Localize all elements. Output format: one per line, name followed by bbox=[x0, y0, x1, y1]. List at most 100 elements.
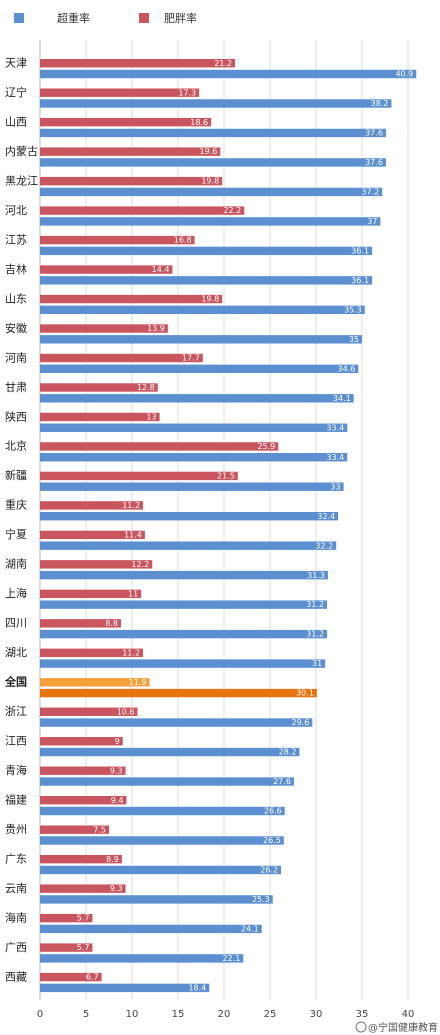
bar-overweight bbox=[40, 364, 359, 373]
bar-value-label: 11 bbox=[128, 589, 138, 598]
category-label: 全国 bbox=[4, 675, 27, 689]
legend-label-overweight: 超重率 bbox=[57, 11, 90, 25]
bar-value-label: 8.9 bbox=[106, 855, 119, 864]
bar-value-label: 26.5 bbox=[263, 836, 281, 845]
bar-value-label: 10.6 bbox=[117, 707, 135, 716]
legend-swatch-obesity bbox=[139, 13, 149, 23]
bar-value-label: 34.1 bbox=[333, 394, 351, 403]
watermark-logo-icon bbox=[355, 1021, 367, 1033]
bar-value-label: 37.6 bbox=[365, 158, 383, 167]
category-label: 上海 bbox=[5, 586, 27, 600]
bar-value-label: 7.5 bbox=[93, 825, 106, 834]
bar-overweight bbox=[40, 895, 273, 904]
bar-value-label: 18.6 bbox=[190, 118, 208, 127]
category-label: 湖北 bbox=[5, 646, 27, 659]
category-label: 山东 bbox=[5, 292, 27, 305]
bar-overweight bbox=[40, 954, 244, 963]
category-label: 广西 bbox=[5, 941, 27, 954]
bar-obesity bbox=[40, 147, 221, 156]
bar-value-label: 6.7 bbox=[86, 973, 99, 982]
legend-label-obesity: 肥胖率 bbox=[164, 11, 197, 25]
bar-obesity bbox=[40, 589, 142, 599]
category-label: 黑龙江 bbox=[5, 174, 38, 187]
bar-value-label: 18.4 bbox=[188, 983, 206, 992]
category-label: 重庆 bbox=[5, 498, 27, 512]
bar-value-label: 21.2 bbox=[214, 59, 232, 68]
bar-value-label: 8.8 bbox=[105, 619, 118, 628]
category-label: 广东 bbox=[5, 852, 27, 865]
bar-value-label: 11.4 bbox=[124, 530, 142, 539]
bar-overweight bbox=[40, 246, 373, 256]
bar-value-label: 19.8 bbox=[201, 295, 219, 304]
category-label: 云南 bbox=[5, 882, 27, 895]
category-label: 浙江 bbox=[5, 705, 27, 718]
bar-value-label: 11.2 bbox=[122, 648, 140, 657]
x-tick-label: 15 bbox=[172, 1009, 185, 1020]
bar-value-label: 13.9 bbox=[147, 324, 165, 333]
bar-value-label: 16.8 bbox=[174, 236, 192, 245]
bar-value-label: 26.2 bbox=[260, 866, 278, 875]
bar-obesity bbox=[40, 560, 153, 569]
bar-overweight bbox=[40, 482, 344, 491]
category-label: 陕西 bbox=[5, 409, 27, 423]
bar-overweight bbox=[40, 659, 326, 668]
category-label: 福建 bbox=[5, 793, 27, 807]
bar-overweight bbox=[40, 983, 210, 993]
bar-value-label: 31.2 bbox=[306, 630, 324, 639]
bar-value-label: 31 bbox=[312, 659, 322, 668]
bar-overweight bbox=[40, 453, 348, 462]
bar-obesity bbox=[40, 737, 123, 746]
bar-overweight bbox=[40, 629, 328, 639]
bar-overweight bbox=[40, 512, 339, 521]
bar-obesity bbox=[40, 412, 160, 422]
bar-obesity bbox=[40, 442, 279, 451]
bar-value-label: 12.2 bbox=[131, 560, 149, 569]
bar-overweight bbox=[40, 217, 381, 226]
bar-value-label: 40.9 bbox=[395, 70, 413, 79]
bar-overweight bbox=[40, 570, 328, 580]
bar-value-label: 19.8 bbox=[201, 177, 219, 186]
bar-value-label: 33 bbox=[330, 482, 340, 491]
bar-overweight bbox=[40, 158, 386, 167]
bar-value-label: 36.1 bbox=[351, 246, 369, 255]
category-label: 河北 bbox=[5, 204, 27, 217]
category-label: 甘肃 bbox=[5, 381, 27, 394]
bar-value-label: 22.1 bbox=[223, 954, 241, 963]
category-label: 新疆 bbox=[5, 468, 27, 482]
category-label: 河南 bbox=[5, 351, 27, 364]
bar-value-label: 19.6 bbox=[200, 147, 218, 156]
x-tick-label: 35 bbox=[356, 1009, 369, 1020]
bar-overweight bbox=[40, 305, 365, 315]
bar-value-label: 9 bbox=[115, 737, 120, 746]
bar-value-label: 35 bbox=[349, 335, 359, 344]
bar-obesity bbox=[40, 353, 203, 363]
bar-value-label: 11.2 bbox=[122, 501, 140, 510]
x-tick-label: 0 bbox=[37, 1009, 43, 1020]
bar-value-label: 17.3 bbox=[178, 88, 196, 97]
bar-value-label: 33.4 bbox=[326, 453, 344, 462]
bar-value-label: 32.4 bbox=[317, 512, 335, 521]
bar-value-label: 35.3 bbox=[344, 305, 362, 314]
bar-value-label: 5.7 bbox=[77, 943, 90, 952]
category-label: 辽宁 bbox=[5, 85, 27, 99]
bar-value-label: 5.7 bbox=[77, 914, 90, 923]
bar-obesity bbox=[40, 59, 236, 68]
category-label: 宁夏 bbox=[5, 527, 27, 541]
bar-value-label: 31.3 bbox=[307, 571, 325, 580]
bar-value-label: 9.4 bbox=[111, 796, 124, 805]
bar-obesity bbox=[40, 88, 200, 97]
bar-obesity bbox=[40, 884, 126, 893]
bar-obesity bbox=[40, 766, 126, 775]
category-label: 湖南 bbox=[5, 558, 27, 571]
bar-value-label: 9.3 bbox=[110, 884, 123, 893]
bar-value-label: 36.1 bbox=[351, 276, 369, 285]
category-label: 江苏 bbox=[5, 233, 27, 246]
bar-value-label: 17.7 bbox=[182, 354, 200, 363]
category-label: 内蒙古 bbox=[5, 144, 38, 158]
bar-obesity bbox=[40, 265, 173, 274]
bar-obesity bbox=[40, 294, 223, 304]
bar-value-label: 12.8 bbox=[137, 383, 155, 392]
bar-overweight bbox=[40, 187, 383, 197]
